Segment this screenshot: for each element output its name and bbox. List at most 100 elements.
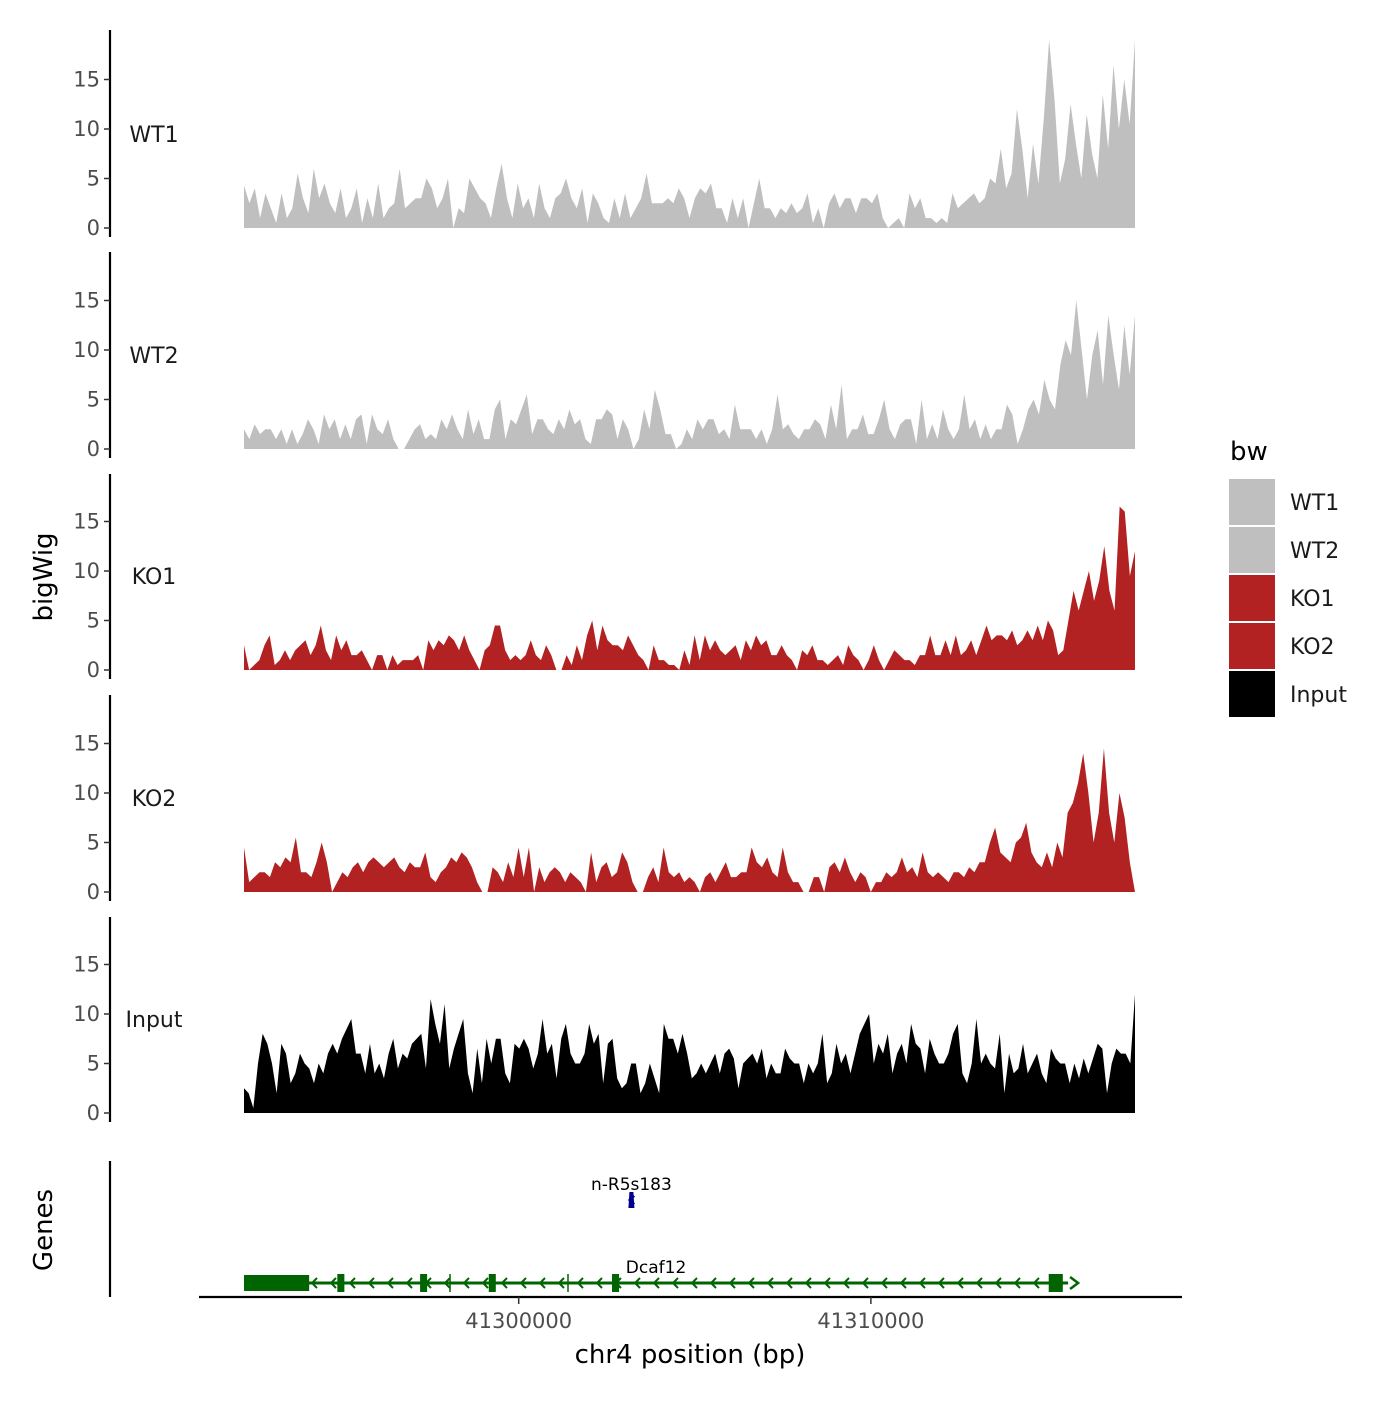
strand-chevron <box>576 1277 584 1289</box>
legend-label-ko1: KO1 <box>1290 587 1335 612</box>
legend-label-ko2: KO2 <box>1290 635 1335 660</box>
legend-label-wt1: WT1 <box>1290 491 1339 516</box>
y-tick-label: 10 <box>73 559 100 583</box>
strand-chevron <box>937 1277 945 1289</box>
gene-n-r5s183: n-R5s183 <box>591 1175 672 1208</box>
strand-chevron <box>918 1277 926 1289</box>
legend-swatch-ko2 <box>1229 623 1275 669</box>
strand-chevron <box>462 1277 470 1289</box>
strand-chevron <box>481 1277 489 1289</box>
strand-chevron <box>1032 1277 1040 1289</box>
strand-chevron <box>956 1277 964 1289</box>
track-ko2: 0 5 10 15 KO2 <box>73 695 1135 904</box>
y-tick-label: 10 <box>73 1002 100 1026</box>
genes-axis-title: Genes <box>29 1189 59 1271</box>
strand-chevron <box>994 1277 1002 1289</box>
strand-chevron <box>709 1277 717 1289</box>
strand-chevron <box>557 1277 565 1289</box>
gene-label: n-R5s183 <box>591 1175 672 1195</box>
track-wt1: 0 5 10 15 WT1 <box>73 30 1135 240</box>
strand-chevron <box>519 1277 527 1289</box>
track-ko1: 0 5 10 15 KO1 <box>73 474 1135 682</box>
y-axis-title: bigWig <box>29 532 59 621</box>
series-area-wt2 <box>244 300 1135 449</box>
x-axis: 41300000 41310000 <box>199 1295 1182 1333</box>
gene-exon <box>488 1274 496 1292</box>
gene-exon <box>612 1274 620 1292</box>
y-tick-label: 10 <box>73 781 100 805</box>
track-input: 0 5 10 15 Input <box>73 917 1135 1125</box>
x-axis-title: chr4 position (bp) <box>575 1340 806 1370</box>
y-tick-label: 15 <box>73 953 100 977</box>
strand-chevron <box>899 1277 907 1289</box>
strand-chevron <box>861 1277 869 1289</box>
strand-chevron <box>627 1195 636 1205</box>
gene-end-mark <box>1069 1276 1081 1290</box>
strand-chevron <box>785 1277 793 1289</box>
strand-chevron <box>1013 1277 1021 1289</box>
strand-chevron <box>443 1277 451 1289</box>
strand-chevron <box>728 1277 736 1289</box>
strand-chevron <box>500 1277 508 1289</box>
y-tick-label: 15 <box>73 68 100 92</box>
track-label: WT2 <box>129 344 178 369</box>
legend-swatch-wt2 <box>1229 527 1275 573</box>
y-tick-label: 5 <box>87 1052 100 1076</box>
strand-chevron <box>690 1277 698 1289</box>
x-tick-label: 41310000 <box>817 1309 924 1333</box>
strand-chevron <box>348 1277 356 1289</box>
tracks-layer: 0 5 10 15 WT1 0 5 10 15 WT2 0 5 10 15 KO1 0 5 10 15 KO2 0 5 10… <box>73 30 1135 1125</box>
y-tick-label: 0 <box>87 1101 100 1125</box>
y-tick-label: 5 <box>87 167 100 191</box>
y-tick-label: 15 <box>73 510 100 534</box>
legend-swatch-input <box>1229 671 1275 717</box>
strand-chevron <box>633 1277 641 1289</box>
gene-exon <box>420 1274 428 1292</box>
strand-chevron <box>766 1277 774 1289</box>
track-label: KO2 <box>132 787 177 812</box>
gene-exon <box>244 1275 310 1291</box>
gene-label: Dcaf12 <box>626 1258 686 1278</box>
strand-chevron <box>747 1277 755 1289</box>
strand-chevron <box>367 1277 375 1289</box>
gene-exon <box>1048 1274 1063 1292</box>
strand-chevron <box>652 1277 660 1289</box>
legend-swatch-ko1 <box>1229 575 1275 621</box>
y-tick-label: 0 <box>87 658 100 682</box>
track-wt2: 0 5 10 15 WT2 <box>73 252 1135 461</box>
y-tick-label: 10 <box>73 117 100 141</box>
strand-chevron <box>310 1277 318 1289</box>
track-label: Input <box>126 1008 183 1033</box>
strand-chevron <box>880 1277 888 1289</box>
y-tick-label: 0 <box>87 880 100 904</box>
strand-chevron <box>386 1277 394 1289</box>
y-tick-label: 5 <box>87 609 100 633</box>
legend-label-input: Input <box>1290 683 1347 708</box>
series-area-input <box>244 994 1135 1113</box>
x-tick-label: 41300000 <box>465 1309 572 1333</box>
strand-chevron <box>804 1277 812 1289</box>
strand-chevron <box>975 1277 983 1289</box>
y-tick-label: 15 <box>73 289 100 313</box>
strand-chevron <box>405 1277 413 1289</box>
legend-label-wt2: WT2 <box>1290 539 1339 564</box>
strand-chevron <box>595 1277 603 1289</box>
strand-chevron <box>538 1277 546 1289</box>
y-tick-label: 5 <box>87 831 100 855</box>
y-tick-label: 5 <box>87 388 100 412</box>
y-tick-label: 10 <box>73 338 100 362</box>
strand-chevron <box>823 1277 831 1289</box>
gene-dcaf12: Dcaf12 <box>244 1258 1081 1292</box>
track-label: KO1 <box>132 565 177 590</box>
series-area-ko1 <box>244 506 1135 670</box>
strand-chevron <box>671 1277 679 1289</box>
gene-exon <box>337 1274 345 1292</box>
genes-layer: n-R5s183 Dcaf12 <box>108 1161 1081 1297</box>
legend-swatch-wt1 <box>1229 479 1275 525</box>
legend: WT1 WT2 KO1 KO2 Input <box>1229 479 1347 717</box>
strand-chevron <box>842 1277 850 1289</box>
series-area-wt1 <box>244 39 1135 229</box>
strand-chevron <box>329 1277 337 1289</box>
